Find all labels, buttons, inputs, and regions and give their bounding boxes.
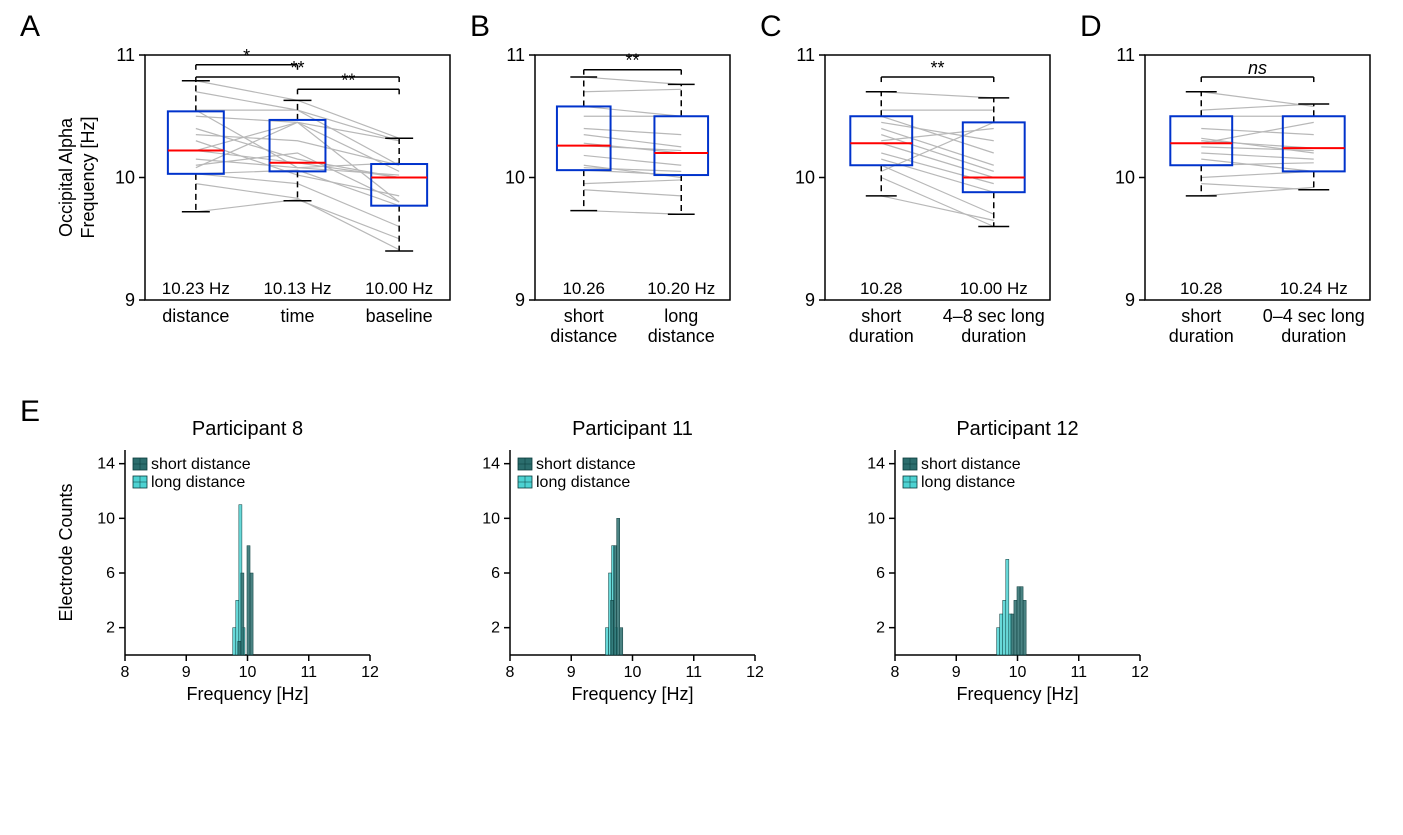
svg-text:11: 11	[1070, 664, 1087, 681]
panel-label-d: D	[1080, 10, 1102, 44]
svg-text:10.23 Hz: 10.23 Hz	[162, 279, 230, 298]
svg-text:duration: duration	[1281, 326, 1346, 346]
svg-text:10: 10	[1009, 664, 1027, 681]
svg-text:long distance: long distance	[921, 474, 1015, 491]
svg-text:short: short	[1181, 306, 1221, 326]
svg-text:10.24 Hz: 10.24 Hz	[1280, 279, 1348, 298]
svg-text:short: short	[564, 306, 604, 326]
svg-text:**: **	[290, 58, 304, 78]
svg-text:6: 6	[491, 565, 500, 582]
svg-text:14: 14	[867, 456, 885, 473]
panel-d-svg: 91011shortduration0–4 sec longduration10…	[1090, 20, 1380, 365]
svg-text:Occipital Alpha: Occipital Alpha	[56, 117, 76, 237]
panel-label-b: B	[470, 10, 490, 44]
svg-text:duration: duration	[849, 326, 914, 346]
svg-text:9: 9	[952, 664, 961, 681]
svg-text:baseline: baseline	[366, 306, 433, 326]
svg-text:10: 10	[115, 168, 135, 188]
svg-text:10: 10	[239, 664, 257, 681]
svg-text:Frequency [Hz]: Frequency [Hz]	[571, 684, 693, 704]
svg-text:9: 9	[125, 290, 135, 310]
svg-text:Frequency [Hz]: Frequency [Hz]	[956, 684, 1078, 704]
panel-e2-svg: Participant 11 8 9 10 11 12 2 6 10 14 Frequency [H…	[435, 405, 765, 765]
panel-e1-svg: Participant 8 8 9 10 11 12 2 6 10 14 Frequency [Hz…	[50, 405, 380, 765]
panel-c-svg: 91011shortduration4–8 sec longduration10…	[770, 20, 1060, 365]
svg-text:11: 11	[1116, 45, 1135, 65]
svg-text:2: 2	[876, 620, 885, 637]
svg-text:time: time	[280, 306, 314, 326]
svg-text:10: 10	[97, 510, 115, 527]
svg-text:Frequency [Hz]: Frequency [Hz]	[78, 116, 98, 238]
svg-text:14: 14	[97, 456, 115, 473]
svg-text:6: 6	[106, 565, 115, 582]
svg-text:11: 11	[685, 664, 702, 681]
svg-text:4–8 sec long: 4–8 sec long	[943, 306, 1045, 326]
svg-text:short distance: short distance	[921, 456, 1021, 473]
svg-text:10.00 Hz: 10.00 Hz	[960, 279, 1028, 298]
panel-e3-svg: Participant 12 8 9 10 11 12 2 6 10 14 Frequency [H…	[820, 405, 1150, 765]
svg-text:Frequency [Hz]: Frequency [Hz]	[186, 684, 308, 704]
svg-text:9: 9	[567, 664, 576, 681]
svg-text:8: 8	[506, 664, 515, 681]
svg-text:11: 11	[116, 45, 135, 65]
svg-text:**: **	[625, 51, 639, 71]
figure-root: 91011Occipital AlphaFrequency [Hz]distan…	[10, 10, 1393, 825]
svg-text:ns: ns	[1248, 58, 1267, 78]
svg-text:10: 10	[624, 664, 642, 681]
svg-text:10.26: 10.26	[562, 279, 605, 298]
svg-text:6: 6	[876, 565, 885, 582]
svg-text:2: 2	[106, 620, 115, 637]
svg-text:short: short	[861, 306, 901, 326]
svg-text:distance: distance	[162, 306, 229, 326]
svg-text:Participant 12: Participant 12	[956, 418, 1078, 440]
svg-text:10: 10	[1115, 168, 1135, 188]
svg-text:0–4 sec long: 0–4 sec long	[1263, 306, 1365, 326]
panel-a-svg: 9 10 11 Occipital AlphaFrequency [Hz] distan…	[50, 20, 460, 365]
svg-text:10: 10	[505, 168, 525, 188]
svg-text:2: 2	[491, 620, 500, 637]
svg-text:Participant 8: Participant 8	[192, 418, 303, 440]
svg-text:long distance: long distance	[151, 474, 245, 491]
panel-b-svg: 91011shortdistancelongdistance10.2610.20…	[480, 20, 740, 365]
svg-text:10.13 Hz: 10.13 Hz	[263, 279, 331, 298]
svg-text:distance: distance	[550, 326, 617, 346]
svg-text:duration: duration	[961, 326, 1026, 346]
svg-text:10: 10	[867, 510, 885, 527]
svg-text:*: *	[243, 46, 250, 66]
panel-label-c: C	[760, 10, 782, 44]
svg-text:8: 8	[121, 664, 130, 681]
svg-text:10: 10	[795, 168, 815, 188]
svg-text:short distance: short distance	[536, 456, 636, 473]
svg-text:duration: duration	[1169, 326, 1234, 346]
svg-text:9: 9	[1125, 290, 1135, 310]
svg-text:11: 11	[796, 45, 815, 65]
svg-text:10.00 Hz: 10.00 Hz	[365, 279, 433, 298]
svg-text:9: 9	[805, 290, 815, 310]
svg-text:**: **	[341, 70, 355, 90]
svg-text:9: 9	[515, 290, 525, 310]
svg-text:10.28: 10.28	[860, 279, 903, 298]
svg-text:12: 12	[361, 664, 379, 681]
panel-label-e: E	[20, 395, 40, 429]
svg-text:10.20 Hz: 10.20 Hz	[647, 279, 715, 298]
svg-text:14: 14	[482, 456, 500, 473]
svg-text:12: 12	[746, 664, 764, 681]
svg-text:Participant 11: Participant 11	[572, 418, 693, 440]
svg-text:8: 8	[891, 664, 900, 681]
panel-label-a: A	[20, 10, 40, 44]
svg-text:**: **	[930, 58, 944, 78]
svg-text:11: 11	[300, 664, 317, 681]
svg-text:12: 12	[1131, 664, 1149, 681]
svg-text:long: long	[664, 306, 698, 326]
svg-text:10: 10	[482, 510, 500, 527]
svg-text:10.28: 10.28	[1180, 279, 1223, 298]
svg-text:11: 11	[506, 45, 525, 65]
svg-text:Electrode Counts: Electrode Counts	[56, 483, 76, 621]
svg-text:long distance: long distance	[536, 474, 630, 491]
svg-text:short distance: short distance	[151, 456, 251, 473]
svg-text:9: 9	[182, 664, 191, 681]
svg-text:distance: distance	[648, 326, 715, 346]
